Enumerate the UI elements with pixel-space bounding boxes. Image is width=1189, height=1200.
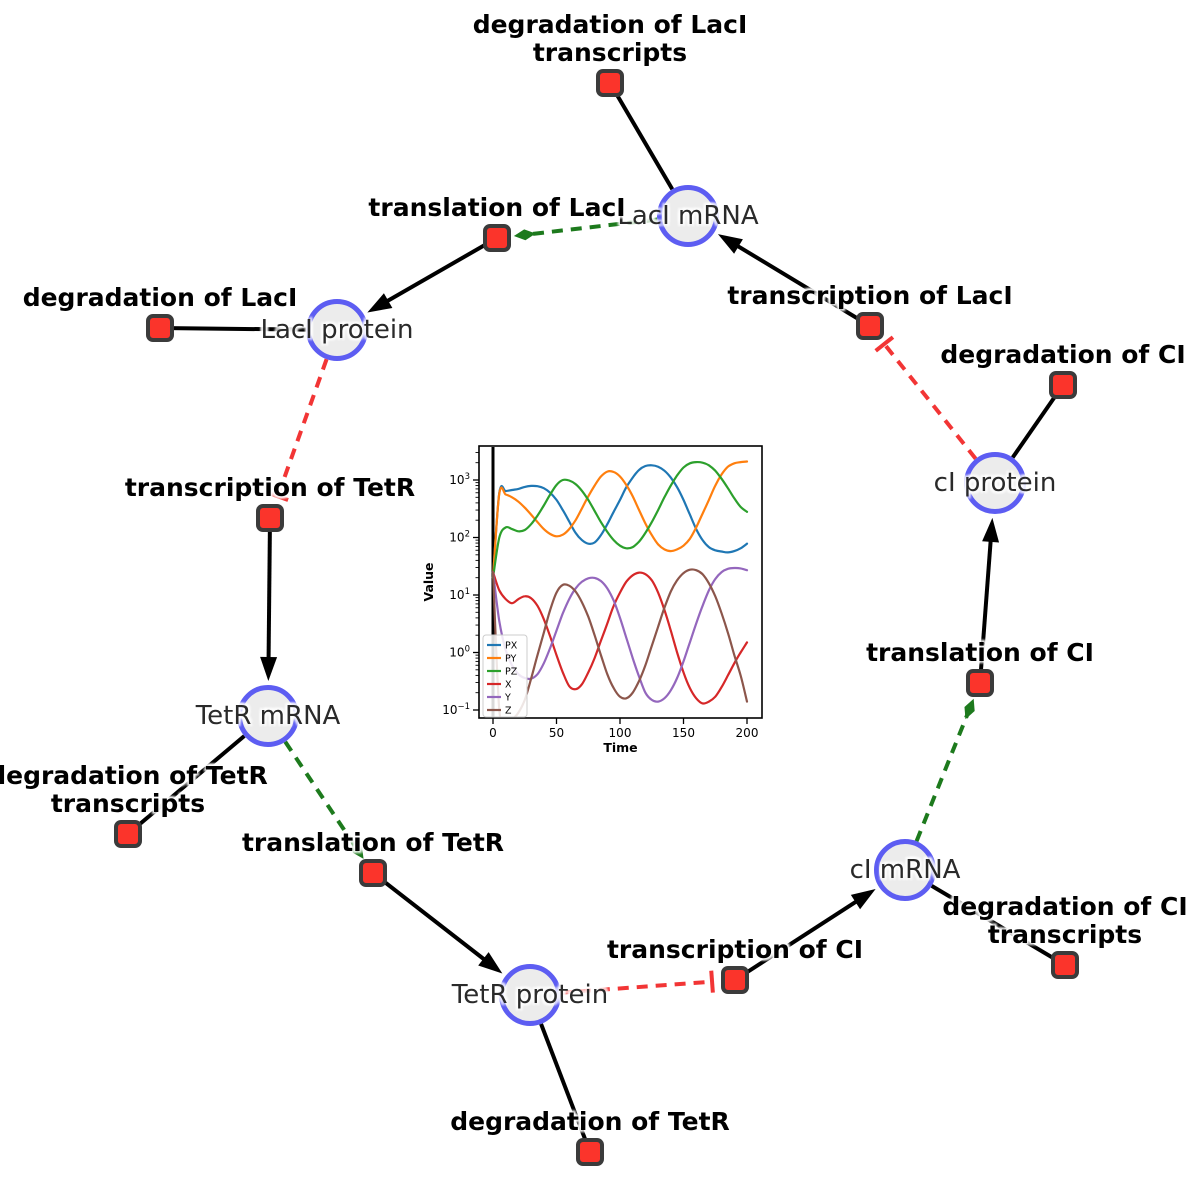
reaction-label-line: transcription of LacI [727, 281, 1013, 310]
series-Y [491, 566, 749, 703]
x-axis-label: Time [603, 740, 637, 755]
y-tick-label: 103 [449, 472, 470, 487]
reaction-node-deg_laci_tx[interactable] [596, 69, 624, 97]
species-node-tetr_protein[interactable] [499, 964, 561, 1026]
reaction-label-line: degradation of TetR [0, 761, 268, 790]
reaction-label-line: transcription of CI [606, 935, 864, 964]
reaction-label-line: degradation of LacI [472, 10, 748, 39]
y-tick-label: 10−1 [442, 702, 470, 717]
edge-laci_protein-txn_tetr [266, 358, 329, 502]
reaction-label-line: degradation of TetR [450, 1107, 730, 1136]
plot-area [491, 447, 749, 718]
reaction-label-deg_laci: degradation of LacI [23, 284, 298, 312]
legend-label-PZ: PZ [505, 667, 518, 678]
edge-laci_protein-deg_laci [159, 326, 307, 332]
y-axis-label: Value [421, 562, 436, 601]
reaction-label-line: transcripts [50, 789, 206, 818]
edge-ci_protein-txn_laci [874, 335, 978, 460]
reaction-label-line: transcripts [532, 38, 688, 67]
species-node-laci_mrna[interactable] [657, 185, 719, 247]
edge-transl_laci-laci_protein [367, 236, 498, 313]
reaction-node-transl_ci[interactable] [966, 669, 994, 697]
species-node-tetr_mrna[interactable] [237, 685, 299, 747]
reaction-label-line: degradation of LacI [22, 283, 298, 312]
species-node-laci_protein[interactable] [306, 299, 368, 361]
reaction-label-line: translation of LacI [368, 193, 626, 222]
reaction-label-line: degradation of CI [942, 892, 1188, 921]
reaction-label-line: degradation of CI [940, 340, 1186, 369]
edge-ci_mrna-deg_ci_tx [930, 884, 1067, 967]
x-tick-label: 0 [489, 726, 497, 740]
reaction-label-line: translation of CI [866, 638, 1094, 667]
reaction-label-deg_tetr_tx: degradation of TetR transcripts [0, 762, 268, 818]
series-PX [491, 464, 749, 579]
y-tick-label: 100 [449, 645, 470, 660]
species-node-ci_protein[interactable] [964, 452, 1026, 514]
reaction-node-deg_ci[interactable] [1049, 371, 1077, 399]
edge-tetr_protein-txn_ci [560, 970, 715, 995]
reaction-node-txn_ci[interactable] [721, 966, 749, 994]
legend-label-PX: PX [505, 641, 518, 652]
reaction-node-transl_tetr[interactable] [359, 859, 387, 887]
species-label-laci_mrna: LacI mRNA [617, 201, 759, 231]
legend-label-X: X [505, 680, 512, 691]
species-label-laci_protein: LacI protein [260, 315, 414, 345]
reaction-label-deg_ci: degradation of CI [940, 341, 1185, 369]
reaction-node-txn_laci[interactable] [856, 312, 884, 340]
species-node-ci_mrna[interactable] [874, 839, 936, 901]
legend-label-PY: PY [505, 654, 517, 665]
edge-laci_mrna-transl_laci [513, 217, 658, 241]
reaction-node-deg_tetr[interactable] [576, 1138, 604, 1166]
edge-tetr_protein-deg_tetr [539, 1023, 592, 1153]
timeseries-inset-chart: 10−1 100 101 102 103 0 50 100 150 200 Time Value PX P… [420, 436, 780, 768]
reaction-node-transl_laci[interactable] [483, 224, 511, 252]
series-Z [491, 568, 749, 718]
edge-txn_tetr-tetr_mrna [260, 517, 278, 682]
x-tick-label: 50 [549, 726, 564, 740]
edge-laci_mrna-deg_laci_tx [608, 81, 675, 191]
edge-transl_ci-ci_protein [978, 517, 1000, 684]
x-tick-label: 200 [736, 726, 759, 740]
reaction-label-line: transcripts [987, 920, 1143, 949]
reaction-label-txn_tetr: transcription of TetR [125, 474, 415, 502]
species-label-tetr_mrna: TetR mRNA [195, 701, 341, 731]
reaction-label-deg_laci_tx: degradation of LacI transcripts [473, 11, 748, 67]
reaction-label-line: transcription of TetR [124, 473, 416, 502]
edge-txn_laci-laci_mrna [717, 234, 872, 328]
y-tick-label: 101 [449, 587, 470, 602]
species-label-ci_protein: cI protein [933, 468, 1057, 498]
reaction-label-txn_laci: transcription of LacI [727, 282, 1012, 310]
species-label-tetr_protein: TetR protein [451, 980, 609, 1010]
reaction-label-deg_tetr: degradation of TetR [450, 1108, 730, 1136]
legend-label-Z: Z [505, 706, 512, 717]
reaction-label-transl_ci: translation of CI [866, 639, 1094, 667]
legend-label-Y: Y [504, 693, 511, 704]
x-tick-label: 150 [672, 726, 695, 740]
edge-transl_tetr-tetr_protein [371, 871, 503, 974]
reaction-node-deg_laci[interactable] [146, 314, 174, 342]
reaction-label-txn_ci: transcription of CI [607, 936, 863, 964]
edge-tetr_mrna-transl_tetr [283, 740, 364, 859]
reaction-node-deg_tetr_tx[interactable] [114, 820, 142, 848]
y-tick-label: 102 [449, 530, 470, 545]
reaction-node-txn_tetr[interactable] [256, 504, 284, 532]
series-X [491, 571, 749, 705]
edge-txn_ci-ci_mrna [733, 889, 876, 982]
reaction-label-deg_ci_tx: degradation of CI transcripts [942, 893, 1187, 949]
reaction-label-line: translation of TetR [241, 828, 505, 857]
series-PZ [491, 460, 749, 579]
reaction-label-transl_laci: translation of LacI [368, 194, 625, 222]
reaction-node-deg_ci_tx[interactable] [1051, 951, 1079, 979]
species-label-ci_mrna: cI mRNA [849, 855, 961, 885]
x-tick-label: 100 [609, 726, 632, 740]
reaction-label-transl_tetr: translation of TetR [242, 829, 504, 857]
legend: PX PY PZ XYZ [482, 634, 528, 718]
edge-tetr_mrna-deg_tetr_tx [126, 734, 246, 836]
edge-ci_mrna-transl_ci [914, 698, 975, 842]
